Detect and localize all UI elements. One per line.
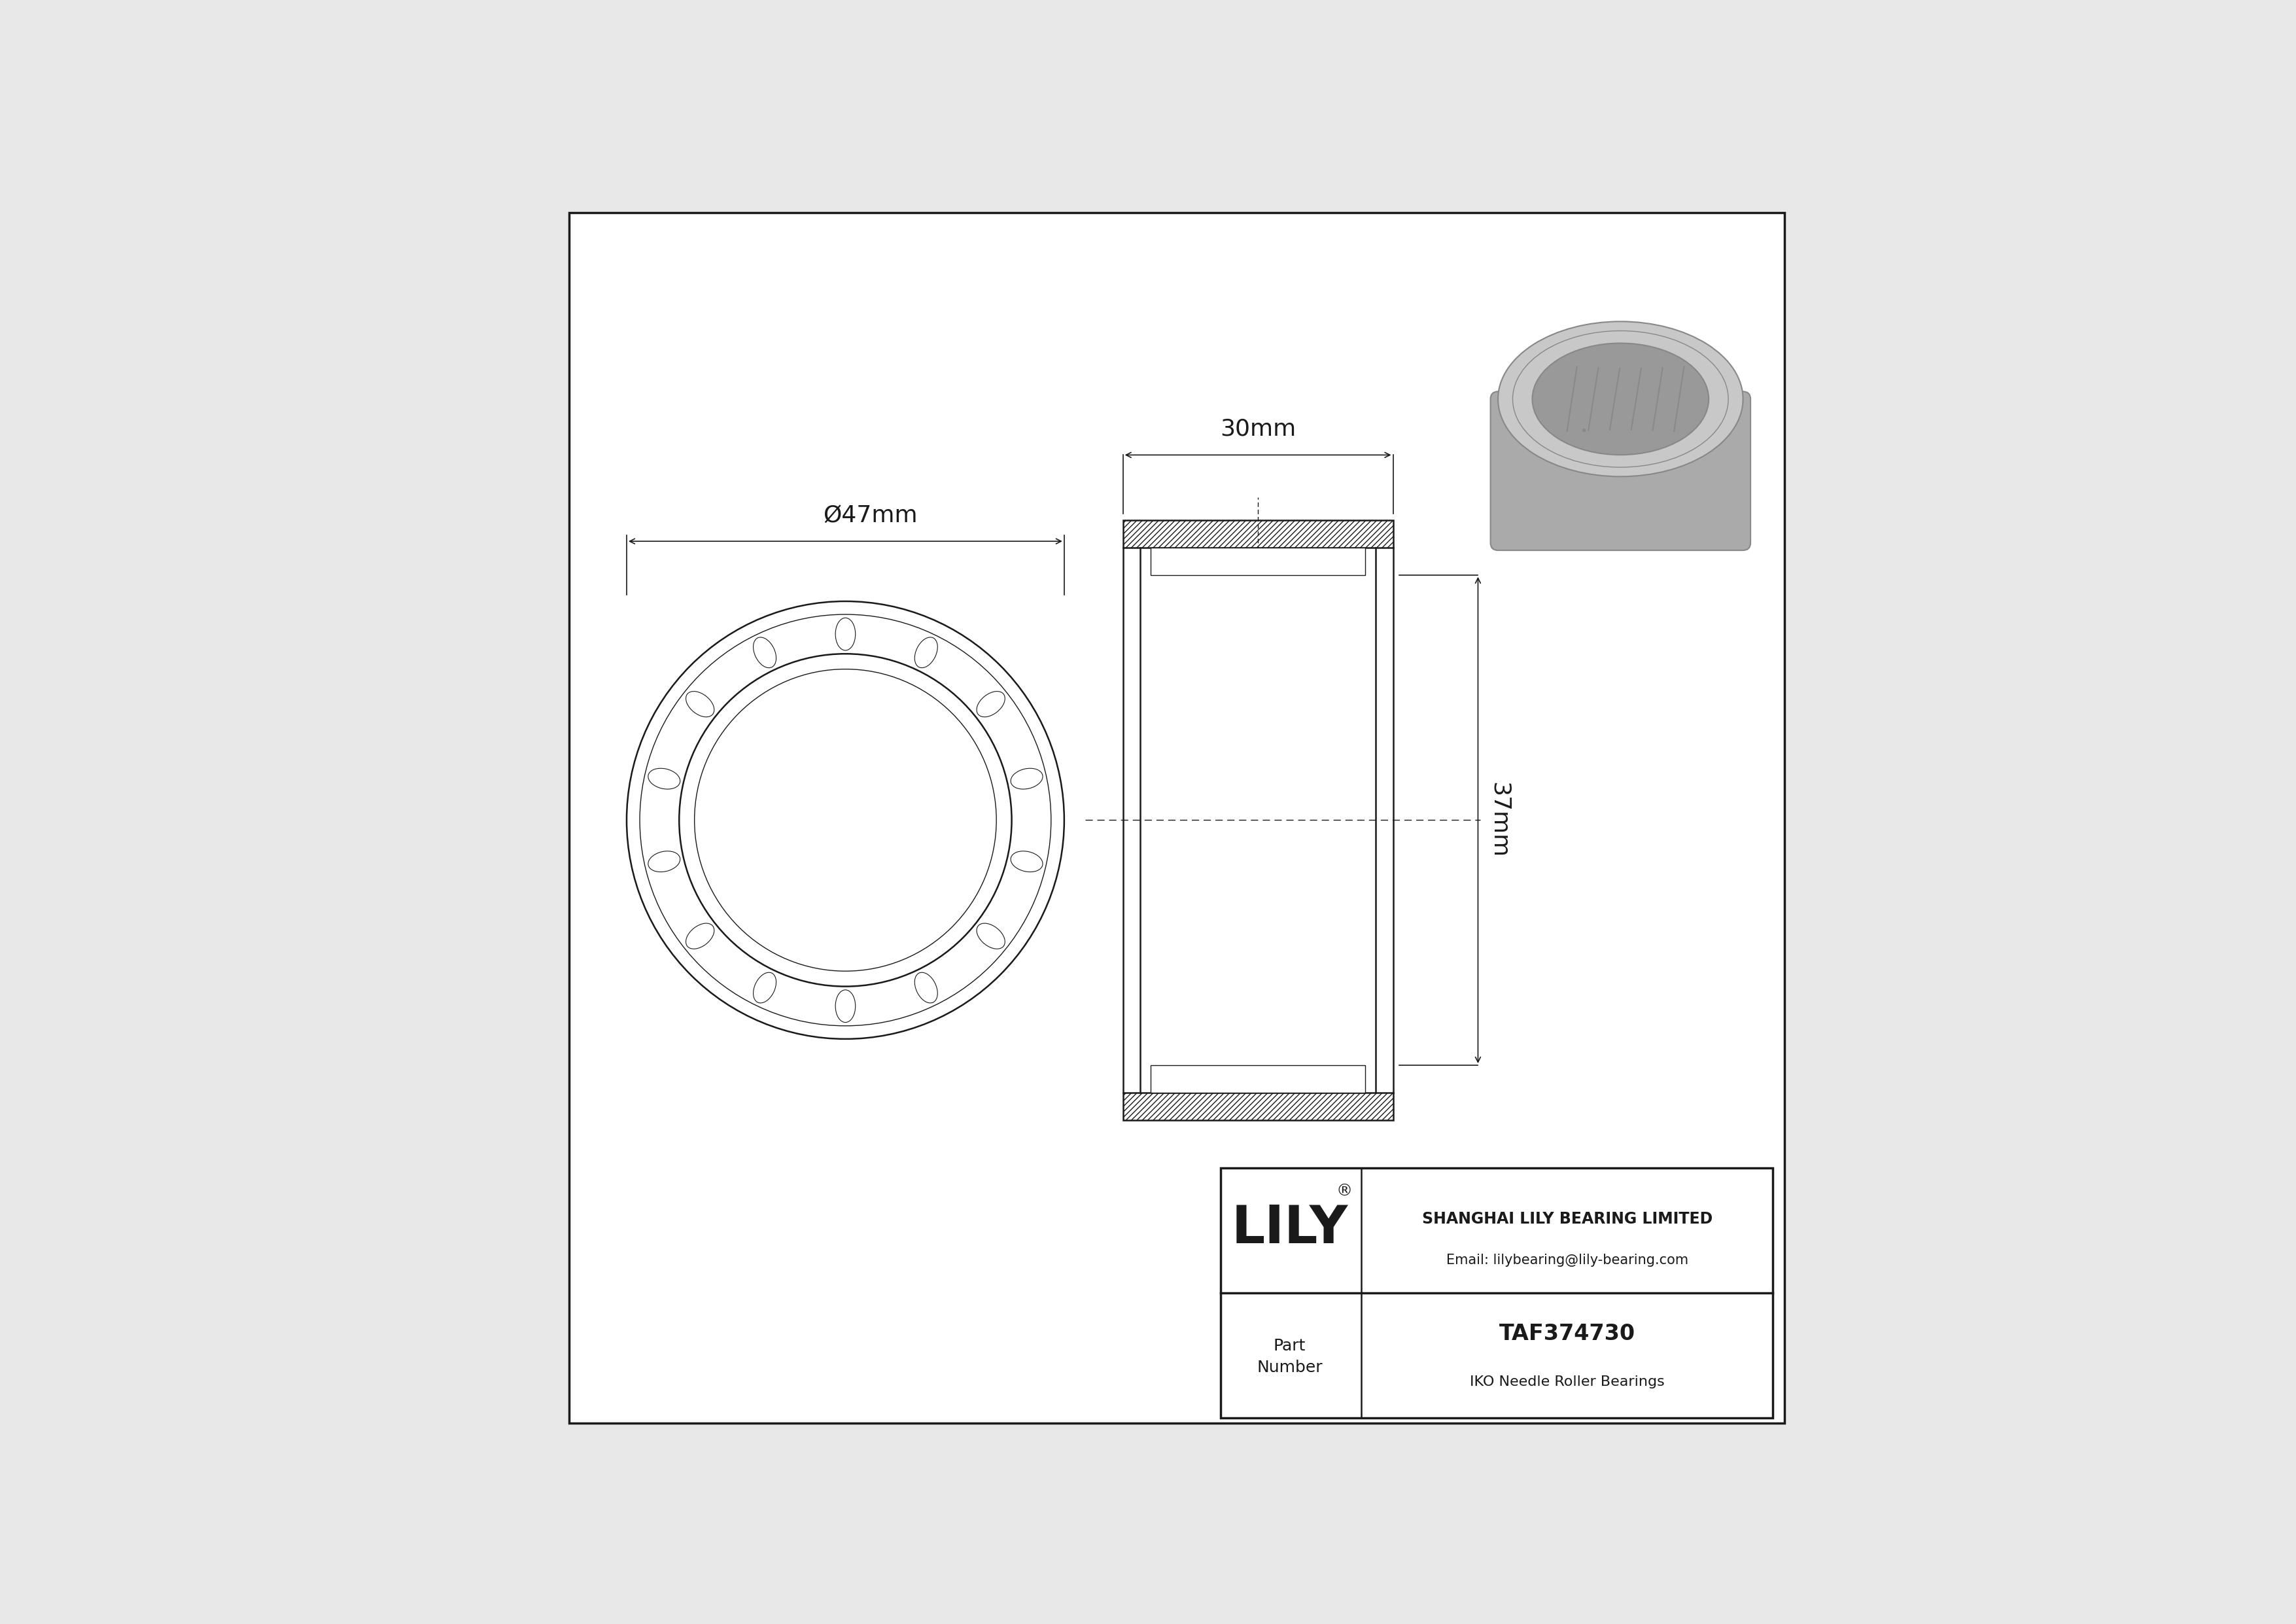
Ellipse shape xyxy=(914,637,937,667)
Ellipse shape xyxy=(647,768,680,789)
Bar xyxy=(1123,1093,1394,1121)
Ellipse shape xyxy=(914,973,937,1004)
Ellipse shape xyxy=(693,669,996,971)
Bar xyxy=(1123,520,1394,547)
Ellipse shape xyxy=(687,924,714,948)
Text: Ø47mm: Ø47mm xyxy=(822,503,918,526)
Ellipse shape xyxy=(1010,768,1042,789)
Ellipse shape xyxy=(753,973,776,1004)
Text: 37mm: 37mm xyxy=(1488,783,1511,857)
Ellipse shape xyxy=(680,654,1013,986)
Ellipse shape xyxy=(1531,343,1708,455)
Ellipse shape xyxy=(647,851,680,872)
Bar xyxy=(1221,1168,1773,1418)
Bar xyxy=(1150,1065,1366,1093)
Text: Email: lilybearing@lily-bearing.com: Email: lilybearing@lily-bearing.com xyxy=(1446,1254,1688,1267)
Ellipse shape xyxy=(753,637,776,667)
Ellipse shape xyxy=(641,614,1052,1026)
Ellipse shape xyxy=(687,692,714,716)
Text: LILY: LILY xyxy=(1231,1203,1348,1255)
Ellipse shape xyxy=(836,991,856,1023)
Text: TAF374730: TAF374730 xyxy=(1499,1324,1635,1345)
Ellipse shape xyxy=(627,601,1063,1039)
Bar xyxy=(1123,520,1394,547)
FancyBboxPatch shape xyxy=(1490,391,1750,551)
Text: IKO Needle Roller Bearings: IKO Needle Roller Bearings xyxy=(1469,1376,1665,1389)
Ellipse shape xyxy=(976,924,1006,948)
Ellipse shape xyxy=(1513,331,1729,468)
Text: Part
Number: Part Number xyxy=(1256,1338,1322,1376)
Bar xyxy=(1150,547,1366,575)
Text: 30mm: 30mm xyxy=(1219,417,1295,440)
Text: SHANGHAI LILY BEARING LIMITED: SHANGHAI LILY BEARING LIMITED xyxy=(1421,1212,1713,1226)
Ellipse shape xyxy=(836,617,856,650)
Ellipse shape xyxy=(1010,851,1042,872)
Bar xyxy=(1123,1093,1394,1121)
Text: ®: ® xyxy=(1336,1184,1352,1200)
Ellipse shape xyxy=(976,692,1006,716)
Ellipse shape xyxy=(1497,322,1743,476)
